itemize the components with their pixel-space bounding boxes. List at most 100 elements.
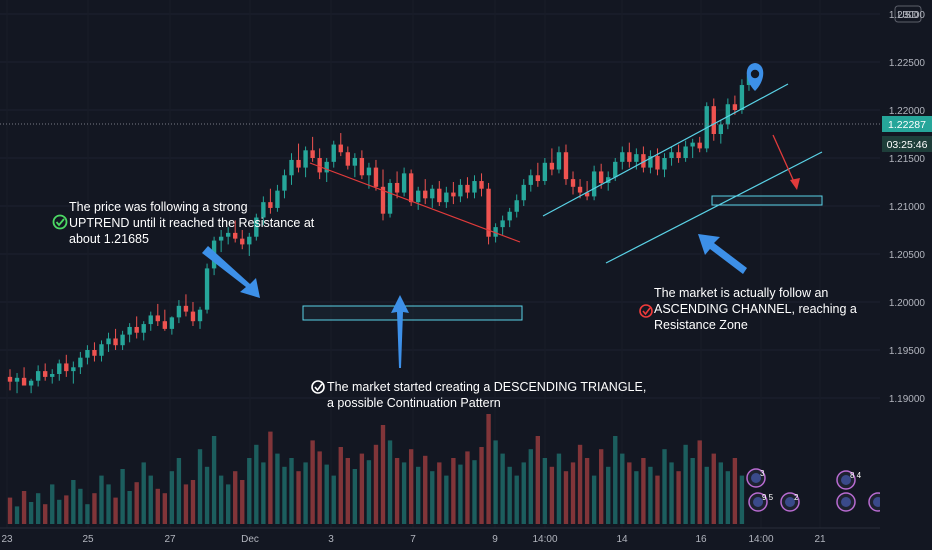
volume-bar: [120, 469, 125, 524]
annotation-uptrend-line-3: about 1.21685: [69, 232, 149, 246]
candle: [437, 181, 442, 206]
volume-bar: [190, 480, 196, 524]
volume-bar: [303, 462, 308, 524]
candle: [563, 144, 569, 185]
candle: [261, 196, 266, 226]
event-marker-icon[interactable]: 3: [746, 468, 766, 488]
check-mark: [55, 218, 65, 227]
volume-bar: [648, 466, 653, 524]
candle: [690, 138, 695, 158]
candle: [352, 153, 358, 178]
candle: [324, 158, 329, 182]
candle: [655, 148, 660, 176]
volume-bar: [514, 475, 519, 524]
volume-bar: [676, 471, 681, 524]
volume-bar: [613, 436, 618, 524]
volume-bar: [71, 480, 76, 524]
volume-bar: [233, 471, 238, 524]
volume-bar: [21, 491, 27, 524]
candle: [416, 186, 421, 210]
candle: [183, 294, 189, 317]
volume-bar: [655, 475, 660, 524]
volume-bar: [204, 466, 210, 524]
candle: [465, 177, 470, 199]
volume-bar: [577, 444, 583, 524]
volume-bar: [240, 480, 245, 524]
annotation-channel: The market is actually follow an ASCENDI…: [639, 286, 857, 332]
candle: [169, 316, 175, 335]
candle: [380, 169, 386, 221]
candle: [310, 136, 315, 162]
candle: [507, 207, 512, 228]
volume-bar: [739, 475, 745, 524]
volume-bar: [444, 475, 449, 524]
x-tick-label: 14:00: [532, 534, 557, 545]
volume-bar: [465, 451, 470, 524]
candle: [648, 150, 653, 174]
candle: [732, 95, 738, 115]
volume-bars: [7, 414, 745, 524]
candle: [254, 213, 259, 241]
candle: [275, 184, 280, 212]
volume-bar: [570, 462, 576, 524]
candle: [725, 98, 731, 130]
x-tick-label: 21: [814, 534, 826, 545]
event-count: 9 5: [762, 493, 774, 502]
volume-bar: [507, 466, 512, 524]
volume-bar: [493, 440, 498, 524]
candle: [359, 150, 365, 180]
event-marker-icon[interactable]: [836, 492, 856, 512]
candle: [85, 345, 90, 365]
annotation-triangle: The market started creating a DESCENDING…: [311, 380, 646, 410]
x-tick-label: Dec: [241, 534, 259, 545]
candle: [591, 165, 597, 201]
event-marker-icon[interactable]: 2: [780, 492, 800, 512]
candle: [423, 179, 428, 205]
volume-bar: [169, 471, 175, 524]
candle: [444, 186, 449, 208]
volume-bar: [669, 462, 674, 524]
candle-countdown: 03:25:46: [887, 139, 928, 151]
candle: [486, 182, 491, 245]
volume-bar: [380, 425, 386, 524]
annotation-triangle-line-1: The market started creating a DESCENDING…: [327, 380, 646, 394]
volume-bar: [64, 495, 69, 524]
blue-arrow-uptrend: [202, 246, 260, 298]
candle: [387, 179, 393, 218]
grid-lines: [0, 13, 880, 399]
x-tick-label: 7: [410, 534, 416, 545]
candle: [373, 159, 379, 191]
volume-bar: [148, 475, 153, 524]
volume-bar: [683, 444, 688, 524]
candle: [549, 148, 555, 176]
volume-bar: [197, 449, 203, 524]
volume-bar: [282, 466, 287, 524]
volume-bar: [43, 504, 48, 524]
y-tick-label: 1.22500: [889, 58, 926, 69]
volume-bar: [387, 440, 393, 524]
candle: [303, 146, 308, 178]
volume-bar: [127, 491, 132, 524]
volume-bar: [394, 458, 400, 524]
volume-bar: [528, 449, 533, 524]
volume-bar: [162, 493, 168, 524]
currency-badge[interactable]: USD: [894, 5, 922, 23]
volume-bar: [591, 475, 597, 524]
time-axis-background: [0, 528, 932, 550]
volume-bar: [324, 464, 329, 524]
last-price-badge: 1.22287 03:25:46: [882, 116, 932, 152]
volume-bar: [366, 460, 372, 524]
volume-bar: [106, 484, 111, 524]
event-marker-icon[interactable]: 9 5: [748, 492, 774, 512]
event-marker-icon[interactable]: 8 4: [836, 470, 862, 490]
y-tick-label: 1.21500: [889, 154, 926, 165]
candle: [148, 311, 153, 331]
volume-bar: [408, 449, 414, 524]
drawings: [202, 63, 823, 368]
volume-bar: [718, 462, 723, 524]
volume-bar: [472, 460, 477, 524]
annotation-channel-line-3: Resistance Zone: [654, 318, 748, 332]
volume-bar: [35, 493, 41, 524]
volume-bar: [78, 488, 83, 524]
